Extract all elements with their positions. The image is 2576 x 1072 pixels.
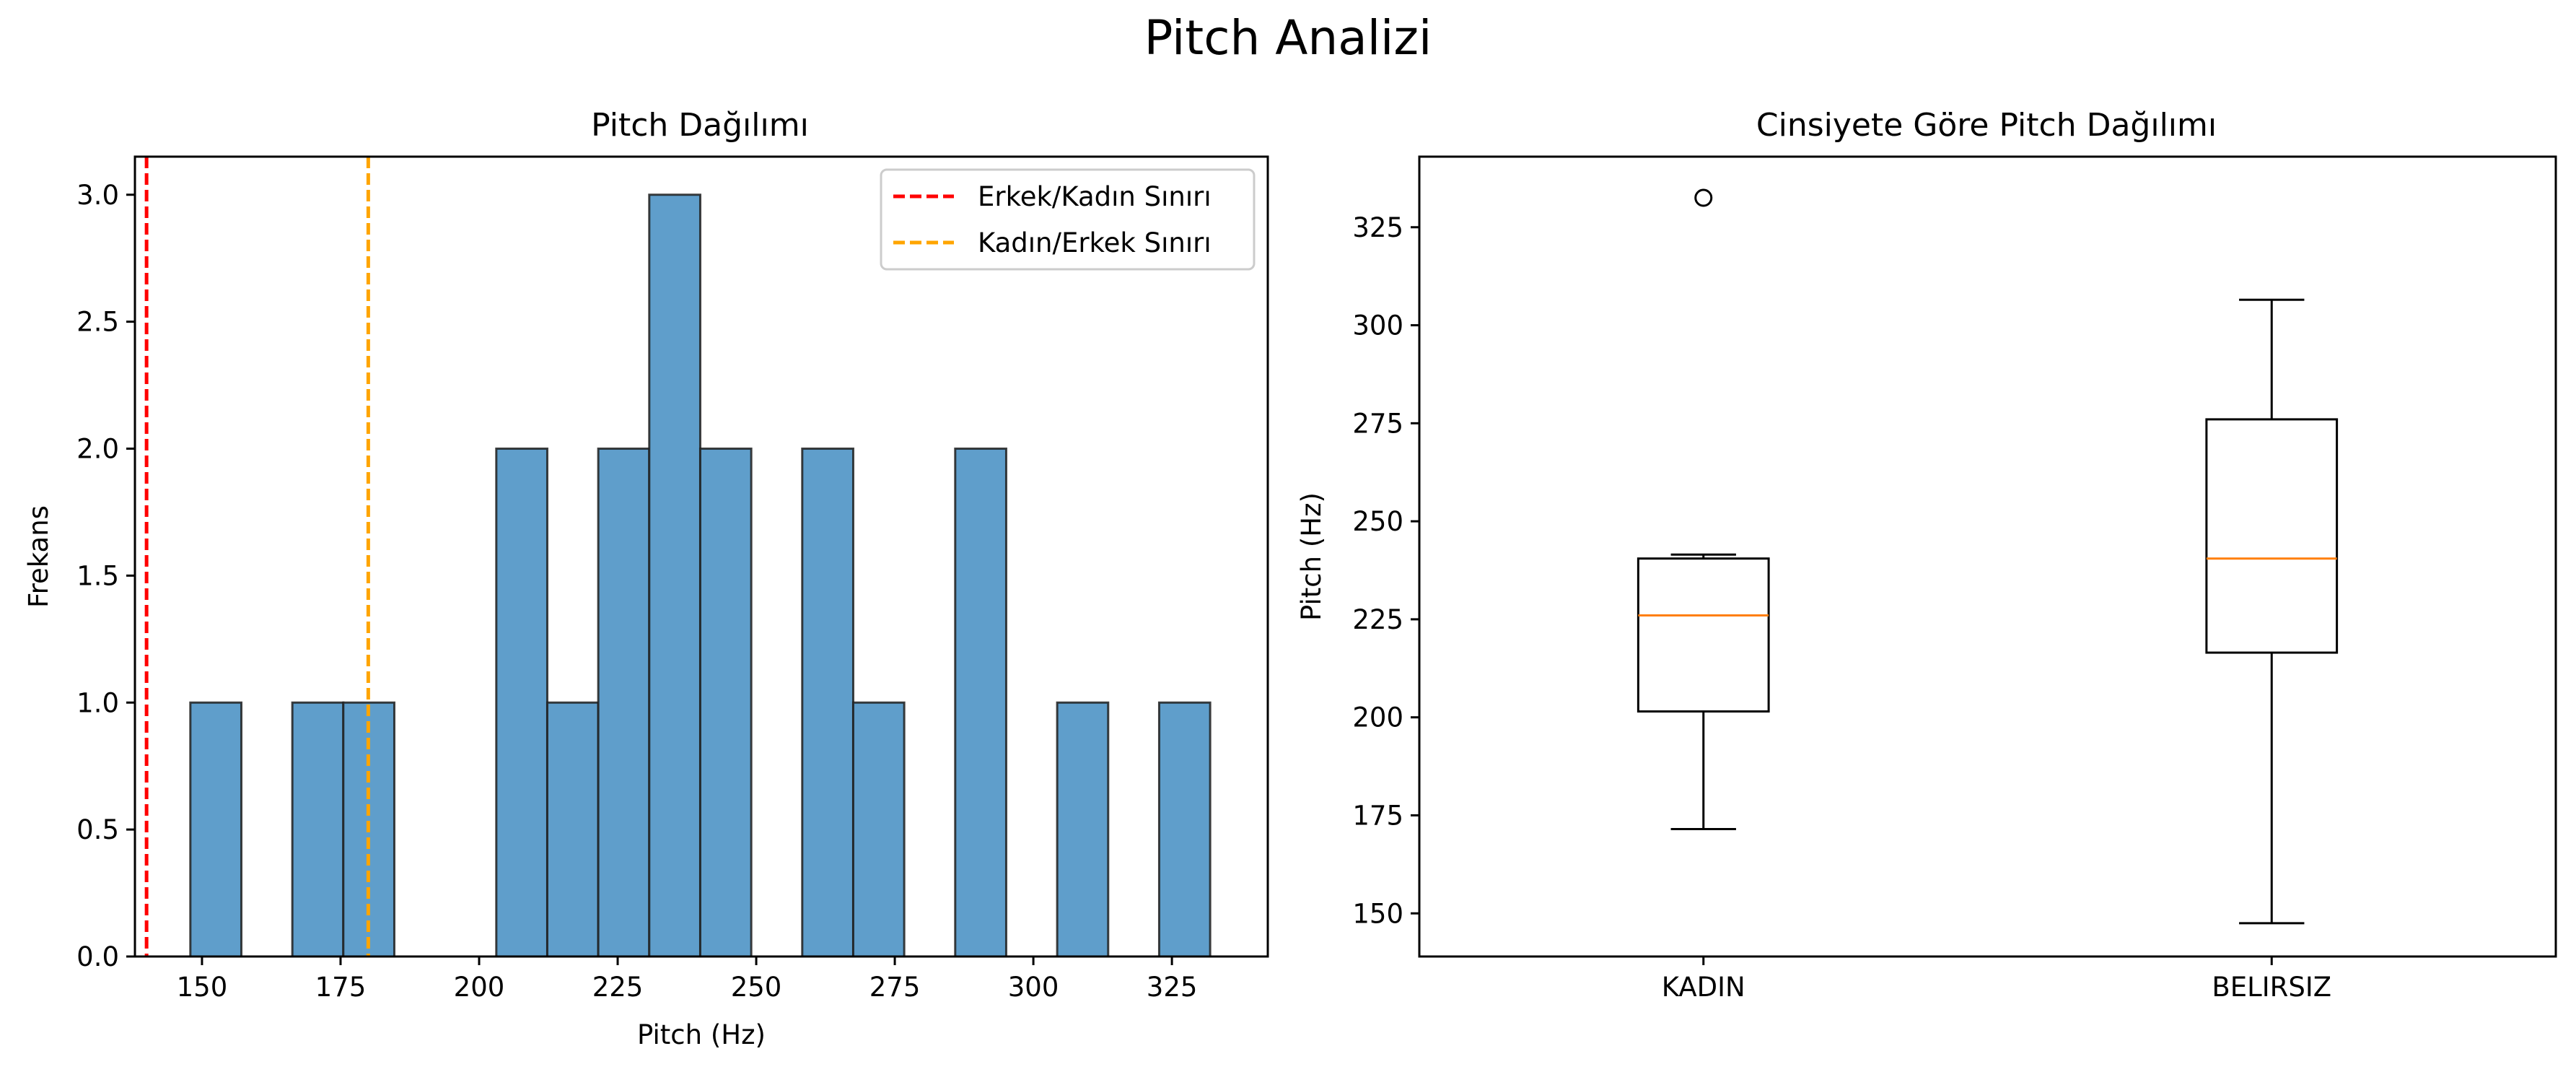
y-tick-label: 3.0 (76, 180, 119, 211)
y-tick-label: 0.5 (76, 814, 119, 845)
x-tick-label: 275 (869, 972, 921, 1003)
y-tick-label: 200 (1352, 702, 1403, 733)
legend: Erkek/Kadın Sınırı Kadın/Erkek Sınırı (880, 168, 1256, 271)
histogram-x-ticks: 150 175 200 225 250 275 300 325 (177, 956, 1198, 1003)
box-iqr (2205, 418, 2339, 654)
y-tick-label: 250 (1352, 506, 1403, 537)
histogram-bar (546, 701, 600, 958)
histogram-x-label: Pitch (Hz) (637, 1019, 766, 1050)
boxplot-boxes (1637, 188, 2339, 925)
x-tick-label: 300 (1008, 972, 1059, 1003)
histogram-bar (291, 701, 345, 958)
histogram-bar (954, 448, 1007, 958)
histogram-bar (1157, 701, 1212, 958)
figure-title: Pitch Analizi (1144, 10, 1432, 66)
histogram-bar (851, 701, 906, 958)
x-tick-label: 200 (454, 972, 505, 1003)
y-tick-label: 2.5 (76, 307, 119, 338)
y-tick-label: 175 (1352, 800, 1403, 831)
y-tick-label: 150 (1352, 898, 1403, 929)
threshold-lines (144, 157, 370, 956)
histogram-axes-frame (133, 155, 1269, 958)
x-tick-label: BELIRSIZ (2212, 972, 2331, 1003)
histogram-bars (189, 193, 1212, 958)
histogram-bar (1056, 701, 1110, 958)
boxplot-y-ticks: 150 175 200 225 250 275 300 325 (1352, 212, 1419, 929)
y-tick-label: 225 (1352, 604, 1403, 635)
histogram-bar (648, 193, 701, 958)
boxplot-chart: Cinsiyete Göre Pitch Dağılımı KADIN BELIR… (1296, 107, 2557, 1003)
legend-label-kadin-erkek: Kadın/Erkek Sınırı (978, 227, 1212, 258)
histogram-y-ticks: 0.0 0.5 1.0 1.5 2.0 2.5 3.0 (76, 180, 135, 972)
histogram-y-label: Frekans (23, 505, 54, 608)
x-tick-label: 225 (592, 972, 644, 1003)
histogram-title: Pitch Dağılımı (591, 107, 809, 144)
outlier-point (1694, 188, 1713, 207)
x-tick-label: 150 (177, 972, 228, 1003)
y-tick-label: 2.0 (76, 434, 119, 465)
histogram-bar (597, 448, 651, 958)
legend-label-erkek-kadin: Erkek/Kadın Sınırı (978, 181, 1212, 212)
y-tick-label: 1.0 (76, 687, 119, 718)
boxplot-x-ticks: KADIN BELIRSIZ (1662, 956, 2331, 1003)
histogram-bar (189, 701, 242, 958)
x-tick-label: 325 (1147, 972, 1198, 1003)
x-tick-label: KADIN (1662, 972, 1745, 1003)
y-tick-label: 1.5 (76, 560, 119, 591)
histogram-chart: Pitch Dağılımı 150 175 200 225 250 275 300 325 … (23, 107, 1269, 1050)
box-iqr (1637, 557, 1770, 713)
y-tick-label: 300 (1352, 310, 1403, 341)
histogram-bar (698, 448, 753, 958)
x-tick-label: 175 (315, 972, 367, 1003)
boxplot-axes-frame (1418, 155, 2557, 958)
histogram-bar (495, 448, 548, 958)
boxplot-y-label: Pitch (Hz) (1296, 492, 1327, 621)
y-tick-label: 0.0 (76, 941, 119, 972)
legend-frame (880, 168, 1256, 271)
boxplot-title: Cinsiyete Göre Pitch Dağılımı (1756, 107, 2217, 144)
y-tick-label: 325 (1352, 212, 1403, 243)
x-tick-label: 250 (731, 972, 782, 1003)
y-tick-label: 275 (1352, 408, 1403, 439)
histogram-bar (801, 448, 854, 958)
